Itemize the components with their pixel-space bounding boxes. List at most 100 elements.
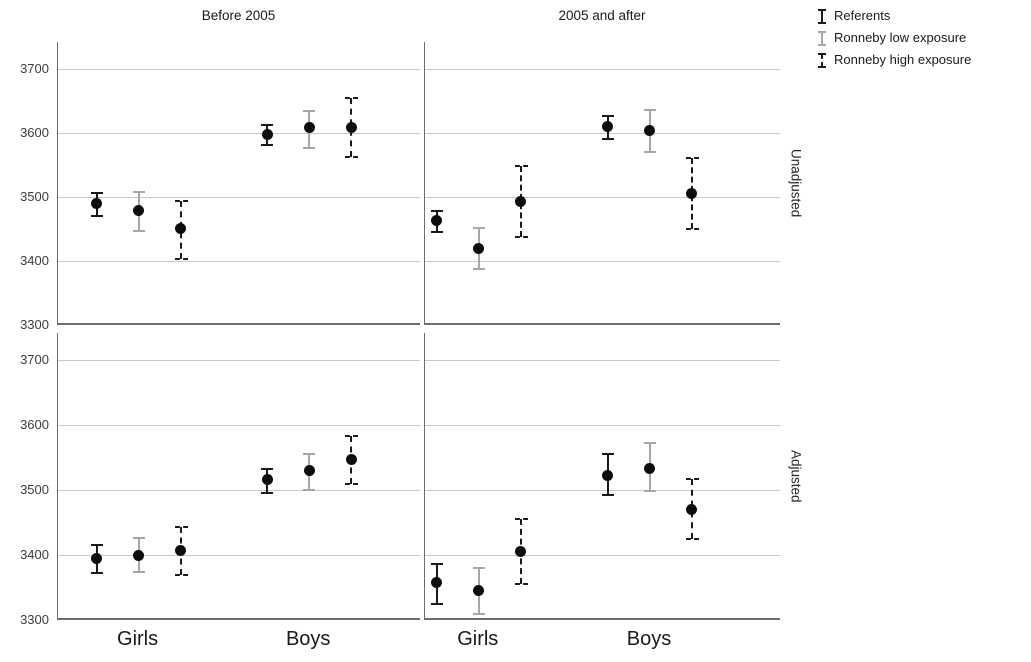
point-boys-referents-ci-upper-cap [261,124,274,127]
y-tick-label-3500: 3500 [20,188,49,204]
point-girls-referents-ci-lower-cap [90,571,103,574]
column-header-2005-and-after: 2005 and after [558,8,646,23]
point-girls-ronneby-low-exposure-ci-lower-cap [472,613,485,616]
y-tick-label-3300: 3300 [20,612,49,627]
point-girls-referents-ci-lower-cap [430,231,443,234]
y-tick-label-3300: 3300 [20,317,49,332]
point-boys-ronneby-high-exposure-ci-upper-cap [345,435,359,438]
point-boys-ronneby-low-exposure-ci-lower-cap [643,490,656,493]
y-tick-label-3600: 3600 [20,417,49,433]
point-girls-ronneby-high-exposure-ci-lower-cap [174,258,188,261]
gridline-3600 [425,425,780,427]
point-boys-ronneby-low-exposure-marker [303,122,315,134]
point-boys-referents-ci-lower-cap [261,144,274,147]
y-tick-label-3700: 3700 [20,60,49,76]
panel-adjusted-before-2005 [57,333,420,620]
point-girls-referents-ci-upper-cap [430,210,443,213]
y-tick-label-3500: 3500 [20,482,49,498]
point-girls-ronneby-low-exposure-marker [133,549,145,561]
x-category-label-boys: Boys [626,628,672,650]
point-boys-ronneby-high-exposure-ci-lower-cap [345,482,359,485]
point-boys-ronneby-high-exposure-ci-upper-cap [685,478,699,481]
point-girls-referents-marker [91,197,103,209]
x-category-label-girls: Girls [457,628,499,650]
panel-adjusted-2005-and-after [424,333,780,620]
gridline-3700 [58,68,420,70]
point-boys-referents-ci-upper-cap [601,114,614,117]
point-boys-ronneby-low-exposure-marker [303,465,315,477]
point-boys-referents-marker [602,469,614,481]
point-boys-referents-marker [602,121,614,133]
point-girls-ronneby-high-exposure-ci-upper-cap [174,526,188,529]
point-girls-ronneby-low-exposure-ci-upper-cap [132,190,145,193]
point-boys-referents-ci-upper-cap [601,453,614,456]
y-tick-label-3400: 3400 [20,547,49,563]
gridline-3500 [425,490,780,492]
legend-label: Referents [834,8,891,23]
gridline-3500 [58,196,420,198]
point-boys-ronneby-high-exposure-marker [686,504,698,516]
point-boys-ronneby-low-exposure-ci-upper-cap [303,109,316,112]
x-category-label-boys: Boys [285,628,331,650]
gridline-3700 [425,68,780,70]
point-girls-referents-ci-upper-cap [430,562,443,565]
gridline-3400 [425,555,780,557]
point-girls-ronneby-high-exposure-ci-upper-cap [174,199,188,202]
point-girls-referents-ci-upper-cap [90,192,103,195]
point-boys-ronneby-high-exposure-ci-lower-cap [685,227,699,230]
point-boys-ronneby-low-exposure-marker [644,124,656,136]
gridline-3600 [58,425,420,427]
point-boys-ronneby-low-exposure-ci-lower-cap [643,151,656,154]
point-boys-ronneby-high-exposure-marker [345,122,357,134]
point-boys-ronneby-high-exposure-ci-upper-cap [345,97,359,100]
row-label-unadjusted: Unadjusted [788,149,804,218]
point-boys-ronneby-high-exposure-ci-lower-cap [345,156,359,159]
point-girls-ronneby-low-exposure-ci-lower-cap [132,229,145,232]
y-tick-label-3600: 3600 [20,124,49,140]
point-girls-ronneby-low-exposure-marker [133,204,145,216]
legend-item-low-exposure: Ronneby low exposure [818,30,971,46]
gridline-3700 [58,360,420,362]
point-girls-ronneby-high-exposure-marker [175,222,187,234]
legend-item-high-exposure: Ronneby high exposure [818,52,971,68]
point-girls-referents-ci-lower-cap [90,214,103,217]
point-girls-ronneby-low-exposure-ci-upper-cap [472,227,485,230]
legend-label: Ronneby high exposure [834,52,972,67]
point-girls-referents-marker [91,552,103,564]
point-boys-ronneby-low-exposure-ci-lower-cap [303,147,316,150]
gridline-3400 [58,260,420,262]
panel-unadjusted-before-2005 [57,42,420,325]
point-boys-ronneby-low-exposure-ci-upper-cap [643,442,656,445]
row-label-adjusted: Adjusted [788,450,804,503]
point-boys-referents-marker [261,474,273,486]
point-girls-ronneby-high-exposure-ci-lower-cap [514,582,528,585]
gridline-3600 [58,132,420,134]
gridline-3700 [425,360,780,362]
point-girls-referents-marker [431,215,443,227]
legend: Referents Ronneby low exposure Ronneby h… [818,8,971,74]
panel-unadjusted-2005-and-after [424,42,780,325]
solid-black-errorbar-icon [818,8,826,24]
dashed-black-errorbar-icon [818,52,826,68]
point-girls-ronneby-low-exposure-ci-upper-cap [132,536,145,539]
y-tick-label-3700: 3700 [20,352,49,368]
point-boys-referents-marker [261,129,273,141]
point-girls-ronneby-low-exposure-ci-lower-cap [472,267,485,270]
point-girls-referents-marker [431,576,443,588]
point-boys-ronneby-low-exposure-ci-upper-cap [643,108,656,111]
x-category-label-girls: Girls [117,628,159,650]
point-boys-ronneby-high-exposure-marker [686,187,698,199]
gray-errorbar-icon [818,30,826,46]
point-boys-referents-ci-lower-cap [601,493,614,496]
gridline-3400 [425,260,780,262]
gridline-3500 [425,196,780,198]
point-girls-ronneby-high-exposure-ci-lower-cap [514,236,528,239]
point-boys-ronneby-low-exposure-ci-lower-cap [303,489,316,492]
point-boys-ronneby-low-exposure-ci-upper-cap [303,452,316,455]
point-boys-ronneby-high-exposure-marker [345,454,357,466]
point-girls-ronneby-high-exposure-ci-lower-cap [174,574,188,577]
point-girls-ronneby-low-exposure-marker [473,242,485,254]
point-girls-referents-ci-upper-cap [90,543,103,546]
gridline-3500 [58,490,420,492]
point-girls-ronneby-high-exposure-ci-upper-cap [514,518,528,521]
